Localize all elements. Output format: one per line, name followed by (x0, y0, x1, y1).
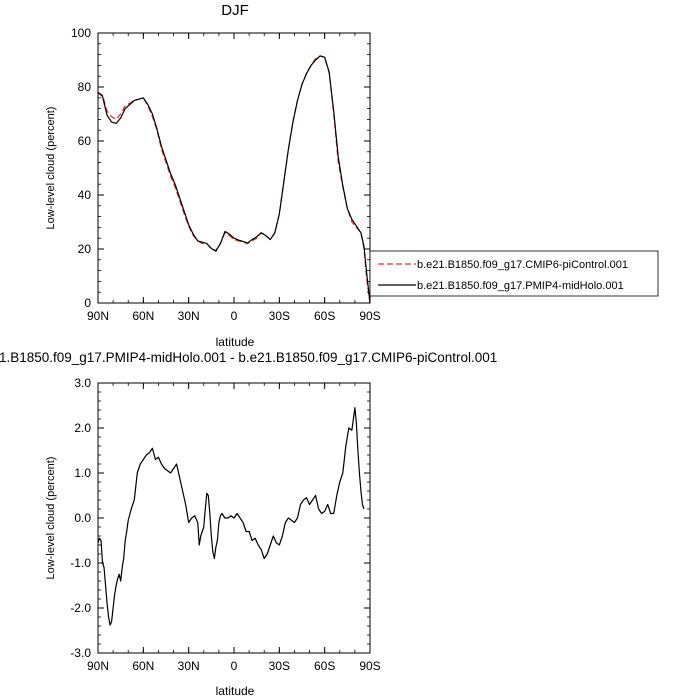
bottom-y-tick-label: -1.0 (70, 556, 91, 570)
bottom-y-tick-label: 1.0 (74, 466, 91, 480)
top-x-tick-label: 90S (359, 309, 380, 323)
bottom-y-tick-label: 2.0 (74, 421, 91, 435)
bottom-series-line-0 (97, 407, 365, 626)
bottom-x-tick-label: 60S (314, 659, 335, 673)
top-x-tick-label: 30N (178, 309, 200, 323)
top-y-tick-label: 0 (84, 296, 91, 310)
top-y-tick-label: 60 (78, 134, 92, 148)
bottom-y-tick-label: 0.0 (74, 511, 91, 525)
bottom-x-axis-label: latitude (216, 684, 255, 698)
legend-box (369, 250, 659, 297)
bottom-y-axis-label: Low-level cloud (percent) (45, 457, 57, 580)
top-series-line-0 (97, 55, 371, 304)
top-y-axis-label: Low-level cloud (percent) (45, 107, 57, 230)
bottom-x-tick-label: 0 (231, 659, 238, 673)
bottom-x-tick-label: 90N (87, 659, 109, 673)
top-x-tick-label: 90N (87, 309, 109, 323)
bottom-y-tick-label: -2.0 (70, 601, 91, 615)
top-plot-area: 90N 60N 30N 0 30S 60S 90S 0 20 40 60 80 100 (71, 26, 381, 323)
top-x-tick-label: 60S (314, 309, 335, 323)
bottom-x-tick-label: 30S (269, 659, 290, 673)
top-y-tick-label: 40 (78, 188, 92, 202)
top-chart-title: DJF (221, 2, 249, 19)
bottom-chart-title: b.e21.B1850.f09_g17.PMIP4-midHolo.001 - … (0, 350, 497, 365)
bottom-x-tick-label: 30N (178, 659, 200, 673)
bottom-x-tick-label: 90S (359, 659, 380, 673)
top-x-axis-label: latitude (216, 335, 255, 349)
top-x-tick-label: 30S (269, 309, 290, 323)
top-y-tick-label: 80 (78, 80, 92, 94)
top-x-tick-label: 60N (132, 309, 154, 323)
top-series-line-1 (97, 55, 371, 304)
top-y-tick-label: 20 (78, 242, 92, 256)
bottom-panel: b.e21.B1850.f09_g17.PMIP4-midHolo.001 - … (0, 350, 497, 698)
bottom-y-tick-label: -3.0 (70, 646, 91, 660)
legend-label-midholo: b.e21.B1850.f09_g17.PMIP4-midHolo.001 (417, 280, 624, 292)
bottom-y-tick-label: 3.0 (74, 376, 91, 390)
top-y-tick-label: 100 (71, 26, 91, 40)
top-panel: DJF 90N 60N 30N 0 30S 60S 90S 0 20 40 60 80 100 Low-… (45, 2, 659, 349)
legend-label-control: b.e21.B1850.f09_g17.CMIP6-piControl.001 (417, 259, 628, 271)
top-x-tick-label: 0 (231, 309, 238, 323)
bottom-plot-area: 90N 60N 30N 0 30S 60S 90S -3.0 -2.0 -1.0 0.0 1.0 2.0… (70, 376, 380, 673)
legend: b.e21.B1850.f09_g17.CMIP6-piControl.001 … (369, 250, 659, 297)
bottom-x-tick-label: 60N (132, 659, 154, 673)
